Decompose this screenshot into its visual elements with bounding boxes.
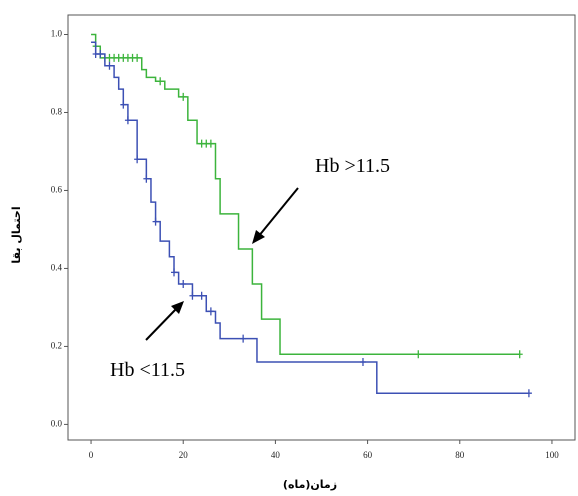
censor-mark [359, 358, 366, 367]
y-tick-label: 0.2 [51, 340, 62, 350]
censor-mark [207, 307, 214, 316]
survival-line [91, 41, 529, 394]
x-tick-label: 80 [455, 450, 465, 460]
x-tick-label: 40 [271, 450, 281, 460]
y-tick-label: 1.0 [51, 29, 63, 39]
y-tick-label: 0.6 [51, 185, 63, 195]
censor-mark [180, 92, 187, 101]
censor-mark [189, 291, 196, 300]
censor-mark [415, 350, 422, 359]
arrow [145, 307, 178, 341]
arrow [257, 187, 299, 238]
censor-mark [157, 77, 164, 86]
annotation: Hb <11.5 [110, 359, 185, 381]
arrow-head [171, 301, 184, 314]
censor-mark [124, 116, 131, 125]
censor-mark [516, 350, 523, 359]
censor-mark [180, 280, 187, 289]
survival-line [91, 33, 520, 355]
censor-mark [120, 100, 127, 109]
censor-mark [198, 291, 205, 300]
y-tick-label: 0.0 [51, 418, 63, 428]
y-tick-label: 0.4 [51, 263, 63, 273]
censor-mark [525, 389, 532, 398]
plot-frame [67, 14, 576, 441]
x-tick-label: 60 [363, 450, 373, 460]
censor-mark [152, 217, 159, 226]
x-tick-label: 20 [179, 450, 189, 460]
censor-mark [97, 49, 104, 58]
censor-mark [134, 53, 141, 62]
annotation: Hb >11.5 [315, 155, 390, 177]
x-tick-label: 100 [545, 450, 559, 460]
censor-mark [106, 61, 113, 70]
censor-mark [143, 174, 150, 183]
y-tick-label: 0.8 [51, 107, 63, 117]
y-axis-label: احتمال بقا [10, 206, 23, 263]
censor-mark [134, 155, 141, 164]
x-axis-label: زمان(ماه) [283, 478, 337, 491]
arrow-head [252, 230, 265, 244]
censor-mark [240, 334, 247, 343]
censor-mark [171, 268, 178, 277]
x-tick-label: 0 [89, 450, 94, 460]
censor-mark [207, 139, 214, 148]
